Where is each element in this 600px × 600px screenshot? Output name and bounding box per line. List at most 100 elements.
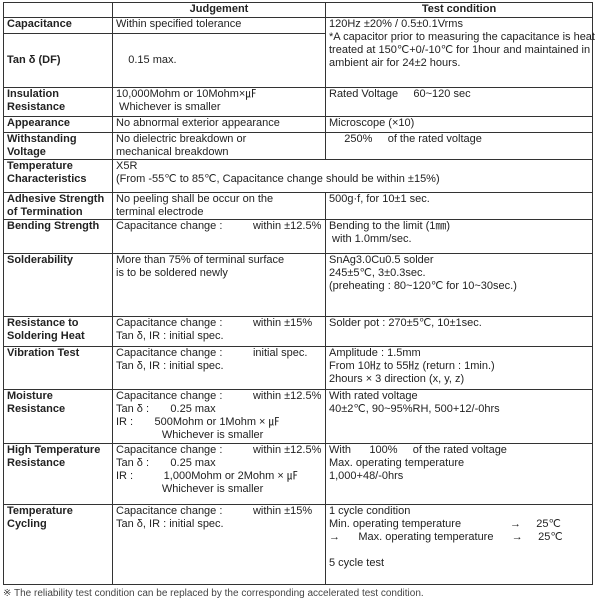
judgement-line: (From -55℃ to 85℃, Capacitance change sh… xyxy=(116,173,440,185)
judgement-line: Tan δ, IR : initial spec. xyxy=(116,518,224,530)
test-item-line: Insulation xyxy=(7,88,59,100)
test-item-line: Temperature xyxy=(7,160,73,172)
judgement-line: More than 75% of terminal surface xyxy=(116,254,285,266)
judgement-line: Within specified tolerance xyxy=(116,18,242,30)
test-condition-line: 40±2℃, 90~95%RH, 500+12/-0hrs xyxy=(329,403,500,415)
judgement-line: Tan δ, IR : initial spec. xyxy=(116,330,224,342)
test-condition: Bending to the limit (1㎜) with 1.0mm/sec… xyxy=(325,219,593,254)
footnote: ※ The reliability test condition can be … xyxy=(3,588,424,599)
judgement-line: Capacitance change : within ±15% xyxy=(116,505,313,517)
test-condition-line: 2hours × 3 direction (x, y, z) xyxy=(329,373,465,385)
test-item-line: Resistance xyxy=(7,101,66,113)
test-item-line: Capacitance xyxy=(7,18,72,30)
reliability-spec-table: Judgement Test condition Capacitance With… xyxy=(3,2,595,585)
table-row: Withstanding Voltage No dielectric breakdo… xyxy=(3,132,593,160)
test-item-line: Vibration Test xyxy=(7,347,80,359)
table-row: Vibration Test Capacitance change : initi… xyxy=(3,346,593,390)
test-condition-line: With 100% of the rated voltage xyxy=(329,444,507,456)
table-row: Solderability More than 75% of terminal s… xyxy=(3,253,593,317)
judgement-line: Whichever is smaller xyxy=(116,483,264,495)
test-condition-line: Bending to the limit (1㎜) xyxy=(329,220,451,232)
test-condition: 120Hz ±20% / 0.5±0.1Vrms *A capacitor pri… xyxy=(325,17,595,88)
table-row: Appearance No abnormal exterior appearanc… xyxy=(3,116,593,133)
test-condition-line: ambient air for 24±2 hours. xyxy=(329,57,461,69)
test-item-line: Bending Strength xyxy=(7,220,100,232)
test-condition-line: 5 cycle test xyxy=(329,557,385,569)
header-test-condition: Test condition xyxy=(325,2,593,18)
test-condition: Solder pot : 270±5℃, 10±1sec. xyxy=(325,316,593,347)
test-item: Appearance xyxy=(3,116,113,133)
judgement-line: IR : 1,000Mohm or 2Mohm × ㎌ xyxy=(116,470,298,482)
test-item-line: Temperature xyxy=(7,505,73,517)
test-item: Insulation Resistance xyxy=(3,87,113,117)
test-item: Temperature Cycling xyxy=(3,504,113,585)
test-condition: With rated voltage 40±2℃, 90~95%RH, 500+1… xyxy=(325,389,593,444)
test-condition-line: SnAg3.0Cu0.5 solder xyxy=(329,254,434,266)
judgement: Within specified tolerance xyxy=(112,17,326,34)
judgement-line: Whichever is smaller xyxy=(116,429,264,441)
judgement: Capacitance change : within ±15% Tan δ, I… xyxy=(112,316,326,347)
judgement: 10,000Mohm or 10Mohm×㎌ Whichever is smal… xyxy=(112,87,326,117)
test-condition: Rated Voltage 60~120 sec xyxy=(325,87,593,117)
test-item: Capacitance xyxy=(3,17,113,34)
judgement-line: IR : 500Mohm or 1Mohm × ㎌ xyxy=(116,416,280,428)
table-row: Capacitance Within specified tolerance 120… xyxy=(3,17,595,88)
judgement-line: Tan δ : 0.25 max xyxy=(116,403,216,415)
test-item-line: High Temperature xyxy=(7,444,101,456)
judgement-line: mechanical breakdown xyxy=(116,146,229,158)
judgement-line: No dielectric breakdown or xyxy=(116,133,247,145)
table-row: Bending Strength Capacitance change : wit… xyxy=(3,219,593,254)
test-condition: With 100% of the rated voltage Max. opera… xyxy=(325,443,593,505)
test-item: Vibration Test xyxy=(3,346,113,390)
test-condition-line: (preheating : 80~120℃ for 10~30sec.) xyxy=(329,280,517,292)
judgement-line: is to be soldered newly xyxy=(116,267,228,279)
judgement: Capacitance change : within ±12.5% Tan δ … xyxy=(112,389,326,444)
test-item-line: Resistance xyxy=(7,457,66,469)
judgement: No dielectric breakdown or mechanical bre… xyxy=(112,132,326,160)
test-item-line: Tan δ (DF) xyxy=(7,54,61,66)
test-condition: 250% of the rated voltage xyxy=(325,132,593,160)
judgement: X5R (From -55℃ to 85℃, Capacitance change… xyxy=(112,159,593,193)
test-condition-line: with 1.0mm/sec. xyxy=(329,233,412,245)
test-condition-line: With rated voltage xyxy=(329,390,418,402)
test-item-line: Withstanding xyxy=(7,133,77,145)
judgement: 0.15 max. xyxy=(112,33,326,88)
judgement-line: Capacitance change : within ±12.5% xyxy=(116,220,322,232)
judgement: Capacitance change : initial spec. Tan δ,… xyxy=(112,346,326,390)
judgement-line: Capacitance change : within ±12.5% xyxy=(116,390,322,402)
header-row: Judgement Test condition xyxy=(3,2,593,18)
judgement-line: Capacitance change : initial spec. xyxy=(116,347,308,359)
judgement-line: Tan δ, IR : initial spec. xyxy=(116,360,224,372)
judgement: No peeling shall be occur on the terminal… xyxy=(112,192,326,220)
test-condition-line: 1,000+48/-0hrs xyxy=(329,470,404,482)
test-condition-line: Solder pot : 270±5℃, 10±1sec. xyxy=(329,317,482,329)
test-condition: Microscope (×10) xyxy=(325,116,593,133)
test-item-line: Solderability xyxy=(7,254,74,266)
judgement-line: No abnormal exterior appearance xyxy=(116,117,280,129)
judgement: No abnormal exterior appearance xyxy=(112,116,326,133)
test-item-line: Characteristics xyxy=(7,173,87,185)
test-condition-line: Min. operating temperature → 25℃ xyxy=(329,518,561,530)
judgement-line: Tan δ : 0.25 max xyxy=(116,457,216,469)
header-item xyxy=(3,2,113,18)
test-condition-line: 120Hz ±20% / 0.5±0.1Vrms xyxy=(329,18,463,30)
table-row: High Temperature Resistance Capacitance ch… xyxy=(3,443,593,505)
table-row: Temperature Cycling Capacitance change : w… xyxy=(3,504,593,585)
judgement-line: No peeling shall be occur on the xyxy=(116,193,274,205)
header-judgement: Judgement xyxy=(112,2,326,18)
table-row: Temperature Characteristics X5R (From -55℃ … xyxy=(3,159,593,193)
test-item: Temperature Characteristics xyxy=(3,159,113,193)
judgement-line: terminal electrode xyxy=(116,206,204,218)
test-item-line: Moisture xyxy=(7,390,53,402)
test-condition: SnAg3.0Cu0.5 solder 245±5℃, 3±0.3sec. (pre… xyxy=(325,253,593,317)
test-condition-line: 1 cycle condition xyxy=(329,505,411,517)
test-condition-line: From 10㎐ to 55㎐ (return : 1min.) xyxy=(329,360,495,372)
test-item-line: Resistance to xyxy=(7,317,79,329)
test-condition-line: Rated Voltage 60~120 sec xyxy=(329,88,471,100)
test-item-line: Resistance xyxy=(7,403,66,415)
test-item: Resistance to Soldering Heat xyxy=(3,316,113,347)
test-condition: Amplitude : 1.5mm From 10㎐ to 55㎐ (return… xyxy=(325,346,593,390)
test-condition: 500g·f, for 10±1 sec. xyxy=(325,192,593,220)
judgement-line: 0.15 max. xyxy=(116,54,177,66)
test-item-line: Appearance xyxy=(7,117,70,129)
